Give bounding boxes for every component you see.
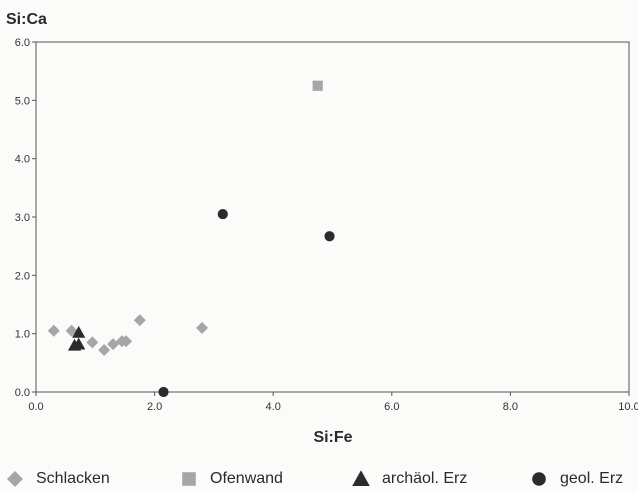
- triangle-point: [72, 337, 86, 350]
- legend-label: geol. Erz: [560, 470, 624, 487]
- square-icon: [182, 472, 196, 486]
- triangle-point: [72, 325, 86, 338]
- diamond-point: [133, 314, 146, 327]
- circle-point: [217, 208, 228, 220]
- x-axis-title: Si:Fe: [313, 429, 352, 446]
- axis-ticks: 0.0 2.0 4.0 6.0 8.0 10.0 0.0 1.0 2.0 3.0 4.0 5.0 6.0: [15, 37, 638, 413]
- y-tick-label: 3.0: [15, 212, 30, 224]
- y-tick-label: 2.0: [15, 270, 30, 282]
- circle-icon: [532, 472, 546, 486]
- diamond-point: [86, 336, 99, 349]
- y-axis-title: Si:Ca: [6, 11, 47, 28]
- legend-item: archäol. Erz: [350, 466, 467, 492]
- diamond-point: [120, 335, 133, 348]
- diamond-point: [98, 344, 111, 356]
- y-tick-label: 6.0: [15, 37, 30, 49]
- diamond-icon: [7, 471, 23, 487]
- diamond-point: [196, 321, 209, 334]
- x-tick-label: 0.0: [28, 401, 43, 413]
- triangle-icon: [352, 470, 370, 487]
- legend: Schlacken Ofenwand archäol. Erz geol. Erz: [0, 466, 638, 492]
- y-tick-label: 1.0: [15, 329, 30, 341]
- data-points: [47, 80, 335, 398]
- x-tick-label: 8.0: [503, 401, 518, 413]
- diamond-point: [47, 324, 60, 337]
- legend-item: Ofenwand: [178, 466, 283, 492]
- y-tick-label: 5.0: [15, 95, 30, 107]
- diamond-legend-marker: [7, 471, 23, 487]
- square-point: [312, 80, 323, 91]
- x-tick-label: 4.0: [266, 401, 281, 413]
- y-tick-label: 0.0: [15, 387, 30, 399]
- legend-item: geol. Erz: [528, 466, 623, 492]
- x-tick-label: 10.0: [618, 401, 638, 413]
- legend-item: Schlacken: [4, 466, 110, 492]
- y-tick-label: 4.0: [15, 154, 30, 166]
- square-legend-marker: [182, 472, 196, 486]
- circle-point: [324, 231, 335, 242]
- circle-point: [158, 386, 169, 398]
- triangle-legend-marker: [352, 470, 370, 487]
- x-tick-label: 2.0: [147, 401, 162, 413]
- scatter-chart: Si:Ca 0.0 2.0 4.0 6.0 8.0 10.0 0.0 1.0 2.0 3.0 4.0…: [6, 11, 638, 446]
- legend-label: archäol. Erz: [382, 470, 468, 487]
- legend-label: Ofenwand: [210, 470, 283, 487]
- circle-legend-marker: [532, 472, 546, 486]
- x-tick-label: 6.0: [384, 401, 399, 413]
- legend-label: Schlacken: [36, 470, 110, 487]
